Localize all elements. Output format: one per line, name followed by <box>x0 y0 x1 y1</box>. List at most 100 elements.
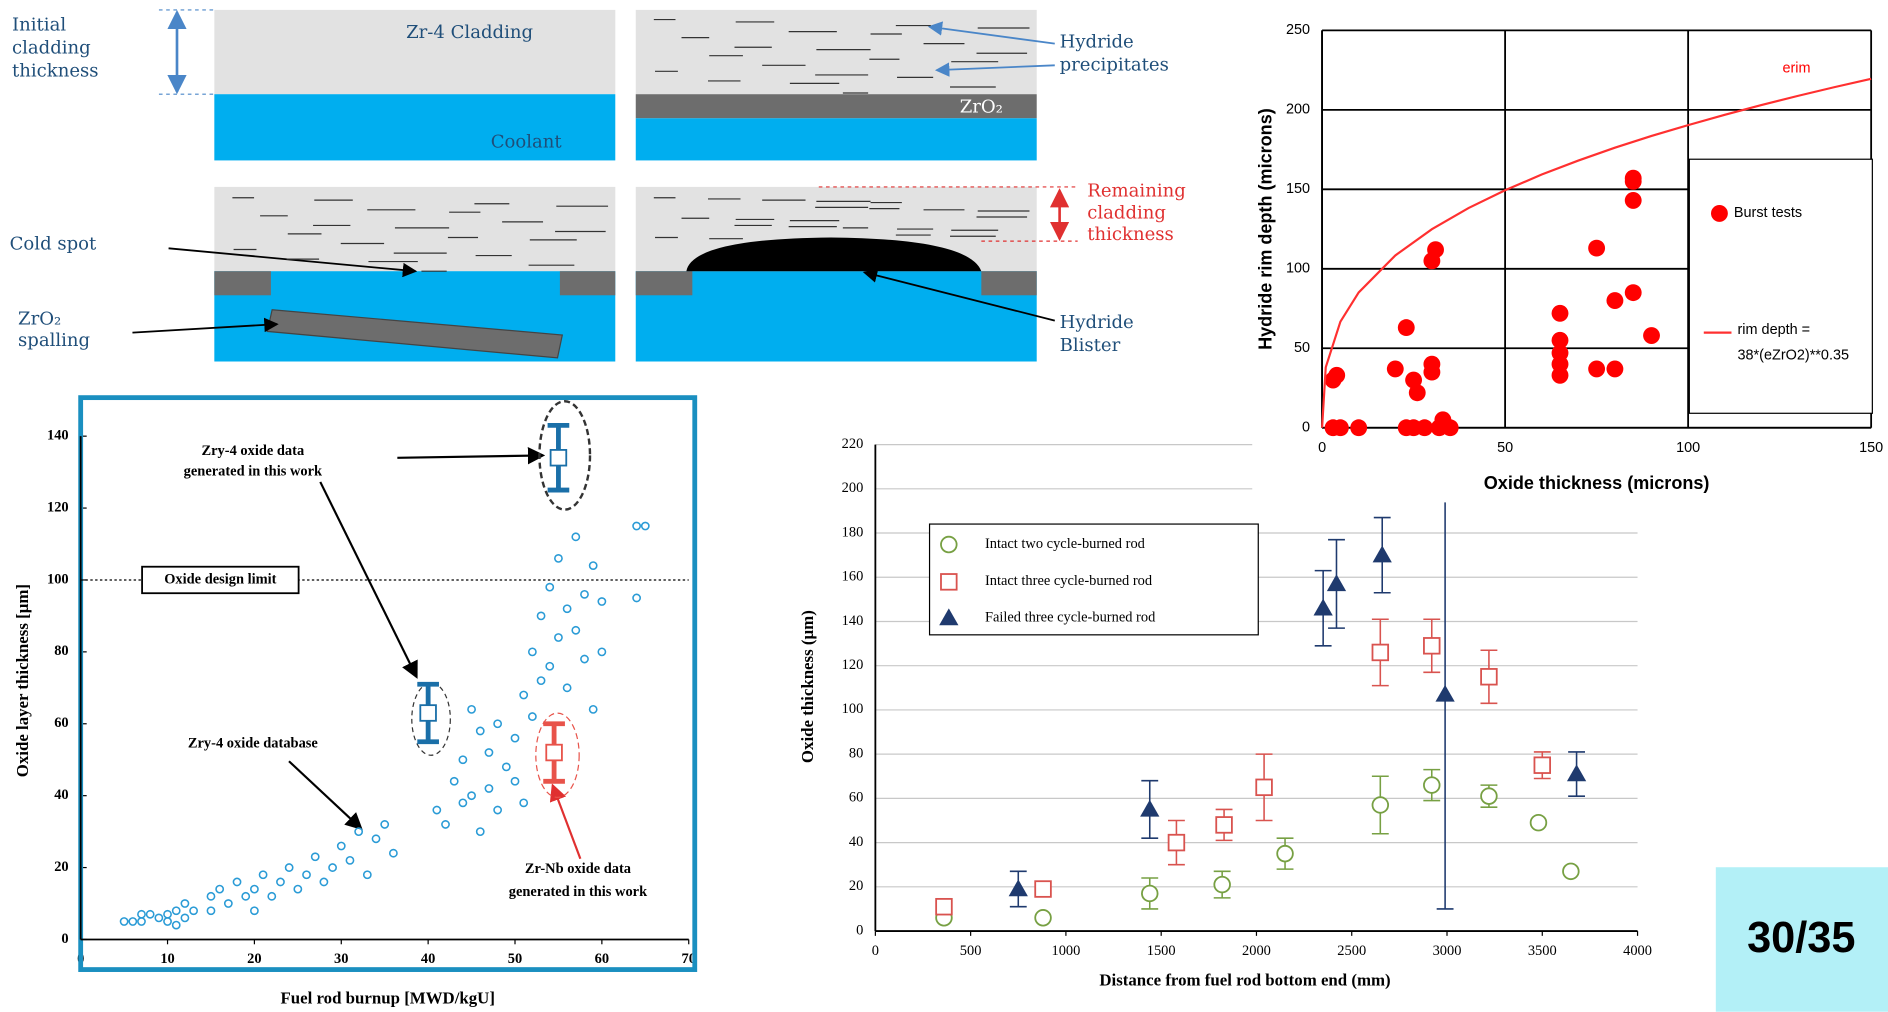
point <box>128 917 138 926</box>
point <box>1643 327 1660 344</box>
y-tick-label: 0 <box>856 922 863 938</box>
point <box>1441 419 1459 437</box>
coolant <box>214 94 616 161</box>
annotation: generated in this work <box>509 884 648 900</box>
x-tick-label: 1000 <box>1051 943 1080 959</box>
point <box>1711 204 1728 222</box>
label: Remaining <box>1087 181 1186 202</box>
point <box>475 827 485 837</box>
annotation-arrow <box>319 481 418 679</box>
annotation-box <box>141 565 300 595</box>
point <box>588 561 598 570</box>
cladding <box>214 186 616 272</box>
y-tick-label: 100 <box>1286 261 1310 277</box>
point <box>1551 344 1569 362</box>
point <box>267 891 277 901</box>
x-tick-label: 0 <box>872 943 879 959</box>
point <box>163 909 172 919</box>
label: Cold spot <box>10 234 97 255</box>
point <box>1215 816 1233 834</box>
point <box>458 798 468 808</box>
point <box>1313 598 1333 616</box>
point <box>449 776 459 786</box>
label: Coolant <box>491 131 563 152</box>
coolant <box>635 118 1037 161</box>
point <box>632 521 642 531</box>
point <box>1350 419 1368 437</box>
legend-label: Burst tests <box>1734 205 1802 221</box>
label: Hydride <box>1060 312 1134 333</box>
point <box>154 913 164 923</box>
arrow <box>927 21 1055 45</box>
legend <box>1688 158 1873 414</box>
x-tick-label: 2000 <box>1242 943 1271 959</box>
point <box>1551 304 1569 322</box>
point <box>371 834 381 844</box>
y-tick-label: 120 <box>842 657 864 673</box>
point <box>1423 776 1441 794</box>
arrow <box>862 268 1055 322</box>
point <box>632 593 642 603</box>
point <box>1408 384 1426 402</box>
point <box>419 704 437 722</box>
point <box>1624 192 1642 209</box>
y-axis-title: Oxide layer thickness [µm] <box>13 584 32 777</box>
point <box>319 877 329 887</box>
point <box>232 877 242 887</box>
annotation: erim <box>1782 61 1810 77</box>
point <box>163 917 172 926</box>
annotation-arrow <box>549 783 582 860</box>
point <box>597 647 607 657</box>
x-tick-label: 70 <box>682 951 696 967</box>
point <box>1435 684 1455 702</box>
point <box>549 449 568 467</box>
y-tick-label: 220 <box>842 436 864 452</box>
point <box>302 870 311 880</box>
label: Zr-4 Cladding <box>406 22 533 43</box>
y-tick-label: 100 <box>842 701 864 717</box>
point <box>1606 360 1624 378</box>
point <box>180 913 190 923</box>
point <box>510 776 520 786</box>
label: thickness <box>12 60 99 81</box>
point <box>562 683 572 693</box>
point <box>145 909 155 919</box>
cladding <box>214 9 616 95</box>
page-number: 30/35 <box>1747 914 1855 962</box>
point <box>510 733 520 743</box>
point <box>554 553 563 563</box>
point <box>1427 241 1444 259</box>
point <box>588 704 598 714</box>
line <box>1320 77 1872 428</box>
point <box>250 884 259 894</box>
point <box>536 611 546 621</box>
y-axis-title: Oxide thickness (µm) <box>798 610 817 763</box>
point <box>1372 545 1392 563</box>
annotation: Zry-4 oxide database <box>188 736 319 752</box>
point <box>1034 880 1052 898</box>
x-axis-title: Distance from fuel rod bottom end (mm) <box>1099 970 1390 989</box>
x-tick-label: 50 <box>508 951 522 967</box>
annotation-arrow <box>288 760 363 831</box>
point <box>1566 764 1587 782</box>
point <box>171 906 181 916</box>
legend-label: Failed three cycle-burned rod <box>985 609 1156 625</box>
point <box>1034 909 1052 927</box>
point <box>940 535 958 554</box>
point <box>293 884 303 894</box>
point <box>475 726 485 736</box>
label: precipitates <box>1060 54 1169 75</box>
y-tick-label: 40 <box>54 787 68 803</box>
point <box>580 589 589 599</box>
label: Hydride <box>1060 31 1134 52</box>
highlight <box>411 682 451 756</box>
y-tick-label: 80 <box>849 745 863 761</box>
point <box>1423 637 1441 655</box>
point <box>545 582 555 592</box>
x-tick-label: 2500 <box>1337 943 1366 959</box>
point <box>354 827 364 837</box>
point <box>1480 668 1498 686</box>
point <box>935 897 953 916</box>
